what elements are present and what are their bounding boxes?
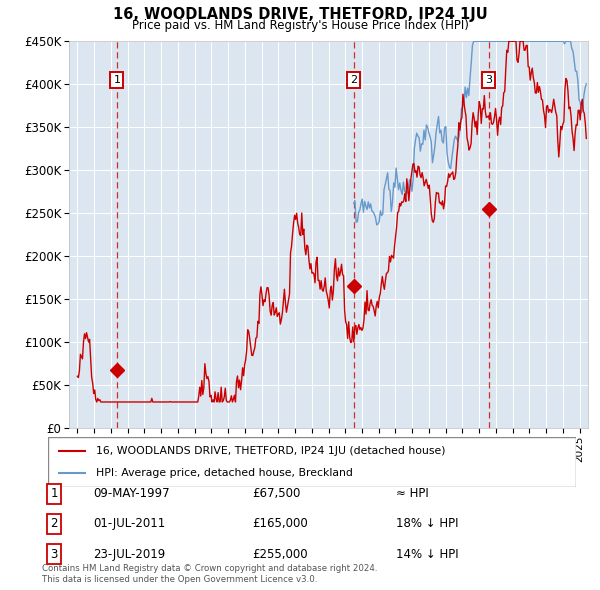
Text: ≈ HPI: ≈ HPI [396, 487, 429, 500]
Text: £67,500: £67,500 [252, 487, 301, 500]
Text: 3: 3 [50, 548, 58, 560]
Text: 16, WOODLANDS DRIVE, THETFORD, IP24 1JU (detached house): 16, WOODLANDS DRIVE, THETFORD, IP24 1JU … [95, 445, 445, 455]
FancyBboxPatch shape [48, 437, 576, 487]
Text: 23-JUL-2019: 23-JUL-2019 [93, 548, 165, 560]
Text: 14% ↓ HPI: 14% ↓ HPI [396, 548, 458, 560]
Text: Price paid vs. HM Land Registry's House Price Index (HPI): Price paid vs. HM Land Registry's House … [131, 19, 469, 32]
Text: 3: 3 [485, 75, 492, 85]
Text: 2: 2 [350, 75, 357, 85]
Text: 01-JUL-2011: 01-JUL-2011 [93, 517, 165, 530]
Text: HPI: Average price, detached house, Breckland: HPI: Average price, detached house, Brec… [95, 468, 352, 478]
Text: £255,000: £255,000 [252, 548, 308, 560]
Text: 1: 1 [50, 487, 58, 500]
Text: 18% ↓ HPI: 18% ↓ HPI [396, 517, 458, 530]
Text: 09-MAY-1997: 09-MAY-1997 [93, 487, 170, 500]
Text: This data is licensed under the Open Government Licence v3.0.: This data is licensed under the Open Gov… [42, 575, 317, 584]
Text: 2: 2 [50, 517, 58, 530]
Text: 1: 1 [113, 75, 121, 85]
Text: Contains HM Land Registry data © Crown copyright and database right 2024.: Contains HM Land Registry data © Crown c… [42, 565, 377, 573]
Text: 16, WOODLANDS DRIVE, THETFORD, IP24 1JU: 16, WOODLANDS DRIVE, THETFORD, IP24 1JU [113, 7, 487, 22]
Text: £165,000: £165,000 [252, 517, 308, 530]
